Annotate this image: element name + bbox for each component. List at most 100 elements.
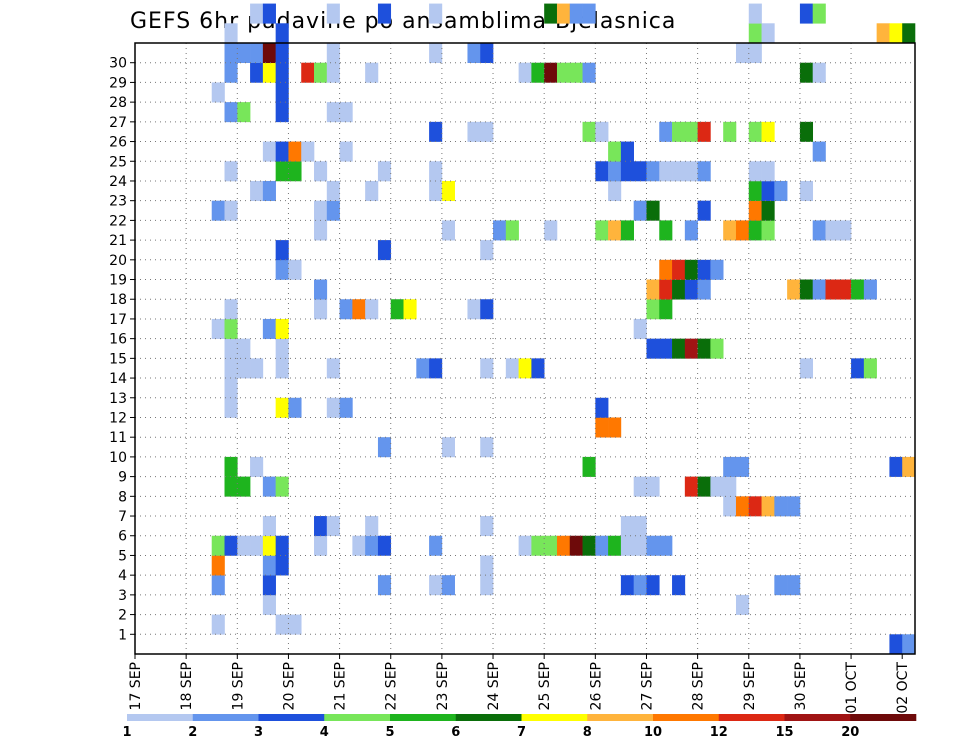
heatmap-cell [735,220,750,241]
heatmap-cell [250,535,264,556]
heatmap-cell [646,535,660,556]
y-tick-label: 10 [109,450,127,466]
heatmap-cell [467,43,481,64]
heatmap-cell [735,594,750,615]
heatmap-cell [608,180,622,201]
heatmap-cell [544,3,558,24]
heatmap-cell [748,496,762,517]
heatmap-cell [646,279,660,300]
heatmap-cell [224,299,238,320]
heatmap-cell [275,555,289,576]
heatmap-cell [735,43,750,64]
heatmap-cell [672,161,686,182]
y-tick-label: 27 [109,115,127,131]
heatmap-cell [851,358,865,379]
heatmap-cell [326,358,340,379]
heatmap-cell [237,43,251,64]
heatmap-cell [275,62,289,83]
colorbar-label: 1 [122,725,131,740]
y-tick-label: 1 [118,627,127,643]
heatmap-cell [224,102,238,123]
colorbar-label: 20 [841,725,859,740]
heatmap-cell [352,535,366,556]
heatmap-cell [620,141,634,162]
x-tick-label: 24 SEP [486,662,502,710]
heatmap-cell [377,437,392,458]
x-tick-label: 23 SEP [435,662,451,710]
heatmap-cell [799,62,814,83]
heatmap-cell [556,62,571,83]
heatmap-cell [250,3,264,24]
heatmap-cell [326,62,340,83]
colorbar-segment [521,714,588,721]
heatmap-cell [646,338,660,359]
heatmap-cell [889,23,903,44]
heatmap-cell [505,220,519,241]
heatmap-cell [684,220,698,241]
heatmap-cell [608,535,622,556]
heatmap-cell [365,299,379,320]
heatmap-cell [262,62,276,83]
x-tick-label: 02 OCT [895,662,911,714]
heatmap-cell [441,180,455,201]
heatmap-cell [902,634,916,655]
heatmap-cell [262,575,276,596]
heatmap-cell [211,318,225,339]
heatmap-cell [659,161,673,182]
y-tick-label: 23 [109,194,127,210]
heatmap-cell [774,496,788,517]
x-tick-label: 30 SEP [793,662,809,710]
heatmap-cell [493,220,507,241]
x-tick-label: 25 SEP [537,662,553,710]
heatmap-cell [633,318,647,339]
heatmap-cell [480,516,494,537]
heatmap-cell [275,338,289,359]
y-tick-label: 21 [109,233,127,249]
heatmap-cell [224,318,238,339]
colorbar-segment [455,714,522,721]
heatmap-cell [480,121,494,142]
heatmap-cell [480,358,494,379]
heatmap-cell [531,535,545,556]
heatmap-cell [224,23,238,44]
heatmap-cell [825,220,839,241]
heatmap-cell [518,535,532,556]
heatmap-cell [275,358,289,379]
heatmap-cell [390,299,404,320]
heatmap-cell [659,220,673,241]
heatmap-cell [262,3,276,24]
y-tick-label: 30 [109,56,127,72]
y-tick-label: 9 [118,470,127,486]
heatmap-cell [250,358,264,379]
x-tick-label: 17 SEP [128,662,144,710]
y-tick-label: 18 [109,292,127,308]
heatmap-cell [250,180,264,201]
heatmap-cell [812,3,826,24]
heatmap-cell [237,358,251,379]
heatmap-cell [275,161,289,182]
x-tick-label: 29 SEP [742,662,758,710]
heatmap-cell [314,535,328,556]
heatmap-cell [659,279,673,300]
x-tick-label: 26 SEP [588,662,604,710]
heatmap-cell [684,476,698,497]
heatmap-cell [595,535,609,556]
x-tick-label: 28 SEP [691,662,707,710]
heatmap-cell [799,121,814,142]
heatmap-cell [761,180,775,201]
heatmap-cell [339,102,353,123]
colorbar-label: 6 [451,725,460,740]
heatmap-cell [301,141,315,162]
y-tick-label: 7 [118,509,127,525]
heatmap-cell [262,476,276,497]
heatmap-cell [748,180,762,201]
y-tick-label: 3 [118,588,127,604]
y-tick-label: 19 [109,273,127,289]
heatmap-cell [518,62,532,83]
heatmap-cell [262,180,276,201]
heatmap-cell [672,279,686,300]
heatmap-cell [301,62,315,83]
heatmap-cell [582,62,596,83]
